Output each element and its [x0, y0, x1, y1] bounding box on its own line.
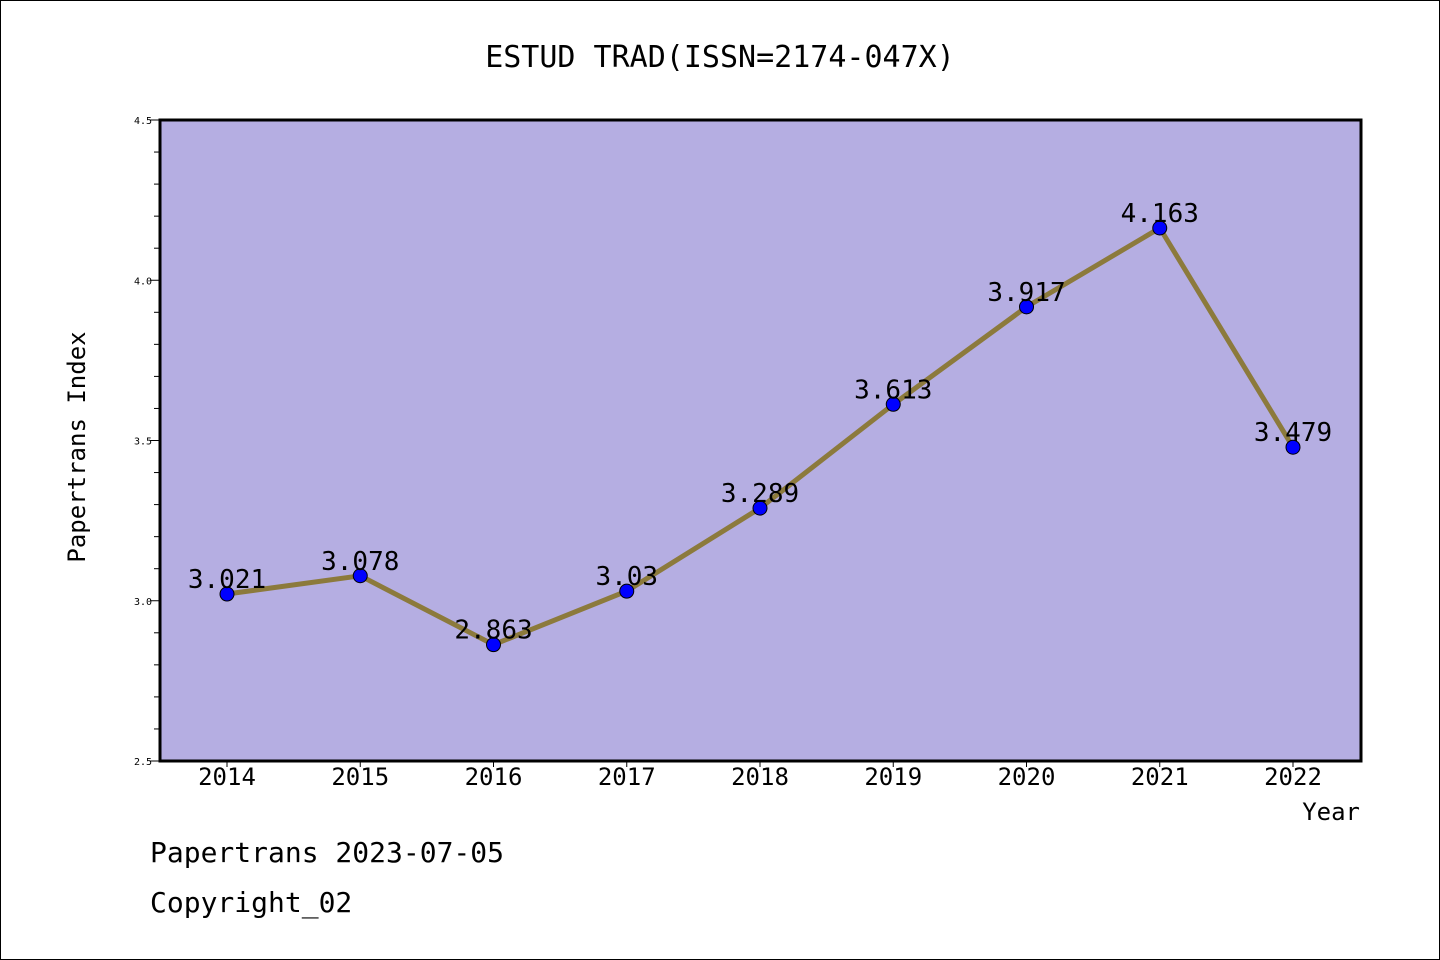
- chart-title: ESTUD TRAD(ISSN=2174-047X): [485, 40, 955, 75]
- data-label: 3.917: [987, 278, 1065, 308]
- data-label: 3.021: [188, 565, 266, 595]
- data-label: 3.289: [721, 479, 799, 509]
- x-tick-label: 2021: [1131, 763, 1189, 791]
- x-tick-label: 2018: [731, 763, 789, 791]
- y-tick-label: 3.0: [134, 597, 152, 608]
- data-label: 4.163: [1121, 199, 1199, 229]
- x-tick-label: 2019: [864, 763, 922, 791]
- x-axis-label: Year: [1302, 798, 1360, 826]
- y-tick-label: 4.5: [134, 116, 152, 127]
- data-point: [752, 500, 768, 516]
- x-tick-label: 2014: [198, 763, 256, 791]
- data-point: [486, 637, 501, 653]
- x-tick-label: 2015: [331, 763, 389, 791]
- y-tick-label: 4.0: [134, 276, 152, 287]
- data-label: 3.479: [1254, 418, 1332, 448]
- footer-date: Papertrans 2023-07-05: [150, 836, 505, 869]
- x-tick-label: 2017: [598, 763, 656, 791]
- y-tick-label: 2.5: [134, 757, 152, 768]
- x-axis: 2014 2015 2016 2017 2018 2019 2020 2021 2022: [198, 761, 1322, 791]
- data-point: [219, 586, 235, 602]
- y-axis: 2.5 3.0 3.5 4.0 4.5: [134, 116, 160, 768]
- footer-copyright: Copyright_02: [150, 886, 353, 919]
- data-label: 3.613: [854, 375, 932, 405]
- data-point: [352, 568, 368, 584]
- data-label: 3.078: [321, 547, 399, 577]
- data-label: 2.863: [454, 616, 532, 646]
- data-point: [619, 583, 635, 599]
- y-axis-label: Papertrans Index: [63, 331, 91, 562]
- data-point: [1019, 299, 1034, 315]
- data-point: [885, 396, 901, 412]
- x-tick-label: 2022: [1264, 763, 1322, 791]
- x-tick-label: 2016: [465, 763, 523, 791]
- data-labels: 3.021 3.078 2.863 3.03 3.289 3.613 3.917 4.163 3…: [188, 199, 1332, 646]
- data-markers: [219, 220, 1301, 653]
- y-tick-label: 3.5: [134, 437, 152, 448]
- data-point: [1152, 220, 1168, 236]
- data-label: 3.03: [595, 562, 658, 592]
- data-point: [1285, 439, 1301, 455]
- x-tick-label: 2020: [998, 763, 1056, 791]
